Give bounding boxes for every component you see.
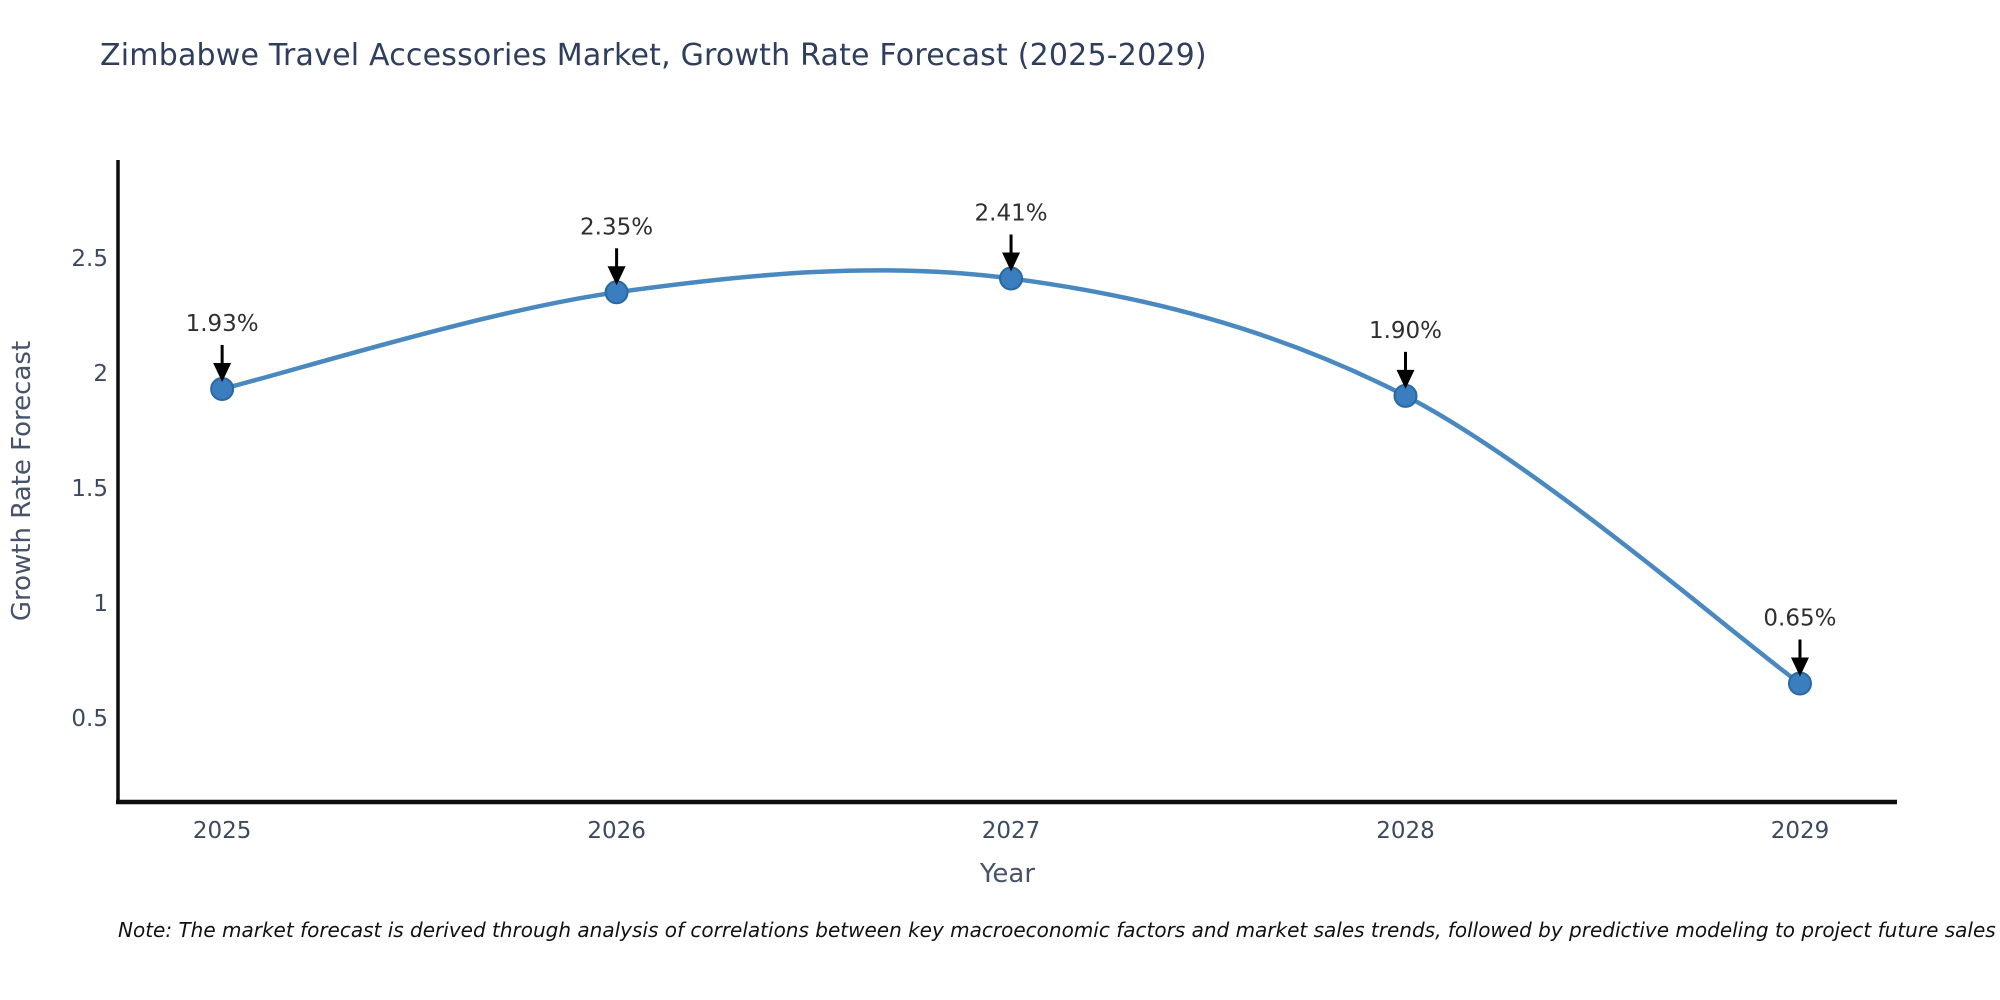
annotation-arrow-head: [1790, 657, 1809, 677]
annotation-label: 1.90%: [1369, 318, 1442, 344]
annotation-label: 1.93%: [186, 311, 259, 337]
y-tick-label: 2.5: [71, 246, 108, 272]
annotation-arrow-head: [1002, 252, 1021, 272]
chart-title: Zimbabwe Travel Accessories Market, Grow…: [100, 38, 1207, 73]
y-tick-label: 1.5: [71, 476, 108, 502]
annotation-arrow-head: [1396, 369, 1415, 389]
y-tick-label: 0.5: [71, 706, 108, 732]
footnote: Note: The market forecast is derived thr…: [118, 918, 1996, 942]
x-tick-label: 2028: [1376, 818, 1435, 844]
x-tick-label: 2029: [1771, 818, 1830, 844]
annotation-label: 0.65%: [1763, 605, 1836, 631]
x-tick-label: 2025: [193, 818, 252, 844]
y-tick-label: 1: [93, 591, 108, 617]
annotation-label: 2.41%: [975, 201, 1048, 227]
x-axis-title: Year: [979, 859, 1035, 889]
y-tick-label: 2: [93, 361, 108, 387]
annotation-arrow-head: [607, 266, 626, 286]
y-axis-title: Growth Rate Forecast: [7, 341, 37, 621]
x-tick-label: 2027: [982, 818, 1041, 844]
annotation-label: 2.35%: [580, 214, 653, 240]
x-tick-label: 2026: [587, 818, 646, 844]
annotation-arrow-head: [213, 362, 232, 382]
trend-line: [219, 268, 1803, 686]
